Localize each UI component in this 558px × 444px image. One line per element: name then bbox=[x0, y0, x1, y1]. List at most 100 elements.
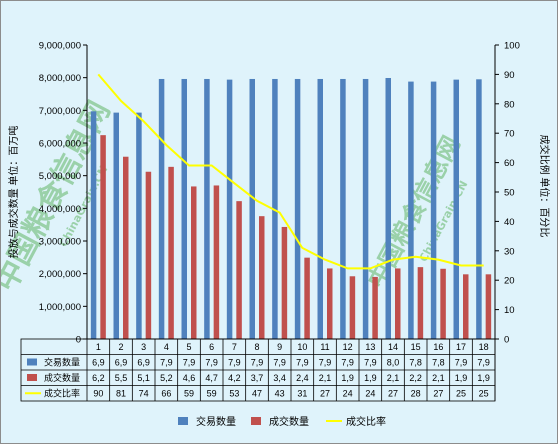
y-tick-label: 5,000,000 bbox=[39, 171, 81, 182]
table-cell: 2,4 bbox=[296, 373, 309, 383]
table-cell: 25 bbox=[479, 389, 489, 399]
table-cell: 24 bbox=[343, 389, 353, 399]
x-tick-label: 18 bbox=[479, 342, 489, 352]
y2-tick-label: 20 bbox=[504, 276, 515, 287]
table-cell: 5,2 bbox=[160, 373, 173, 383]
y-tick-label: 3,000,000 bbox=[39, 237, 81, 248]
bar-成交数量-7 bbox=[236, 201, 242, 339]
table-cell: 3,4 bbox=[273, 373, 286, 383]
table-cell: 3,7 bbox=[251, 373, 264, 383]
x-tick-label: 3 bbox=[141, 342, 146, 352]
y2-tick-label: 60 bbox=[504, 158, 515, 169]
bar-交易数量-2 bbox=[113, 112, 119, 340]
bar-成交数量-3 bbox=[145, 171, 152, 339]
x-tick-label: 8 bbox=[254, 342, 259, 352]
table-cell: 7,9 bbox=[319, 358, 332, 368]
table-cell: 1,9 bbox=[364, 373, 377, 383]
y2-tick-label: 80 bbox=[504, 99, 515, 110]
bar-成交数量-16 bbox=[440, 268, 446, 339]
bar-成交数量-8 bbox=[259, 216, 265, 339]
table-cell: 4,7 bbox=[205, 373, 218, 383]
bar-交易数量-15 bbox=[408, 81, 414, 339]
y-tick-label: 1,000,000 bbox=[39, 302, 81, 313]
x-tick-label: 4 bbox=[164, 342, 169, 352]
table-cell: 2,1 bbox=[319, 373, 332, 383]
x-tick-label: 9 bbox=[277, 342, 282, 352]
table-cell: 7,9 bbox=[251, 358, 264, 368]
x-tick-label: 1 bbox=[96, 342, 101, 352]
axes-layer: 0 1,000,000 2,000,000 3,000,000 4,000,000 5,0… bbox=[7, 41, 551, 346]
table-cell: 25 bbox=[456, 389, 466, 399]
table-cell: 5,5 bbox=[115, 373, 128, 383]
y-tick-label: 8,000,000 bbox=[39, 73, 81, 84]
bar-成交数量-17 bbox=[463, 274, 469, 339]
y-tick-label: 9,000,000 bbox=[39, 41, 81, 52]
bar-layer bbox=[90, 77, 492, 340]
table-key-成交数量 bbox=[27, 374, 37, 381]
table-cell: 2,1 bbox=[432, 373, 445, 383]
bar-交易数量-12 bbox=[340, 78, 346, 340]
bar-交易数量-1 bbox=[90, 111, 97, 340]
table-series-label: 成交比率 bbox=[44, 388, 80, 399]
table-cell: 90 bbox=[93, 389, 103, 399]
table-cell: 43 bbox=[275, 389, 285, 399]
bar-交易数量-17 bbox=[453, 79, 459, 340]
bar-交易数量-18 bbox=[476, 79, 482, 340]
table-cell: 28 bbox=[411, 389, 421, 399]
y-axis-title: 投放与成交数量 单位：百万吨 bbox=[7, 126, 20, 259]
table-cell: 6,9 bbox=[115, 358, 128, 368]
table-cell: 1,9 bbox=[455, 373, 468, 383]
y-tick-label: 6,000,000 bbox=[39, 139, 81, 150]
table-series-label: 交易数量 bbox=[44, 357, 80, 368]
x-tick-label: 11 bbox=[320, 342, 329, 352]
table-cell: 74 bbox=[139, 389, 149, 399]
y2-tick-label: 100 bbox=[504, 41, 520, 52]
bar-成交数量-4 bbox=[168, 166, 174, 339]
table-cell: 2,1 bbox=[387, 373, 400, 383]
bar-交易数量-7 bbox=[226, 79, 233, 340]
y2-tick-label: 90 bbox=[504, 70, 515, 81]
bar-成交数量-1 bbox=[100, 135, 106, 339]
legend-key-成交数量 bbox=[251, 417, 261, 425]
bar-成交数量-15 bbox=[417, 267, 424, 339]
table-cell: 7,9 bbox=[296, 358, 309, 368]
x-tick-label: 14 bbox=[388, 342, 398, 352]
legend-label: 成交数量 bbox=[269, 415, 309, 428]
bar-成交数量-6 bbox=[213, 185, 220, 339]
line-layer bbox=[97, 73, 484, 270]
line-成交比率 bbox=[97, 73, 484, 270]
y-tick-label: 4,000,000 bbox=[39, 204, 81, 215]
bar-交易数量-4 bbox=[158, 78, 165, 340]
table-cell: 1,9 bbox=[477, 373, 490, 383]
table-series-label: 成交数量 bbox=[44, 372, 80, 383]
bar-交易数量-5 bbox=[181, 78, 187, 340]
table-cell: 1,9 bbox=[341, 373, 354, 383]
bar-交易数量-13 bbox=[362, 78, 369, 340]
bar-成交数量-12 bbox=[349, 276, 356, 339]
y-tick-label: 2,000,000 bbox=[39, 269, 81, 280]
table-cell: 6,9 bbox=[92, 358, 105, 368]
table-cell: 7,9 bbox=[364, 358, 377, 368]
bar-成交数量-18 bbox=[485, 274, 492, 339]
table-cell: 53 bbox=[229, 389, 239, 399]
x-tick-label: 10 bbox=[297, 342, 307, 352]
x-tick-label: 2 bbox=[118, 342, 123, 352]
table-cell: 27 bbox=[388, 389, 398, 399]
table-cell: 5,1 bbox=[137, 373, 150, 383]
table-cell: 27 bbox=[320, 389, 330, 399]
y2-axis-title: 成交比例 单位：百分比 bbox=[538, 135, 551, 238]
table-cell: 27 bbox=[433, 389, 443, 399]
legend-key-交易数量 bbox=[178, 417, 188, 425]
y2-tick-label: 30 bbox=[504, 246, 515, 257]
bar-成交数量-5 bbox=[191, 186, 197, 339]
bar-成交数量-2 bbox=[123, 156, 129, 339]
table-cell: 66 bbox=[161, 389, 171, 399]
y2-tick-label: 50 bbox=[504, 188, 515, 199]
x-tick-label: 5 bbox=[186, 342, 191, 352]
table-cell: 7,9 bbox=[228, 358, 241, 368]
bar-成交数量-10 bbox=[304, 257, 310, 339]
table-cell: 6,2 bbox=[92, 373, 105, 383]
table-cell: 7,8 bbox=[432, 358, 445, 368]
